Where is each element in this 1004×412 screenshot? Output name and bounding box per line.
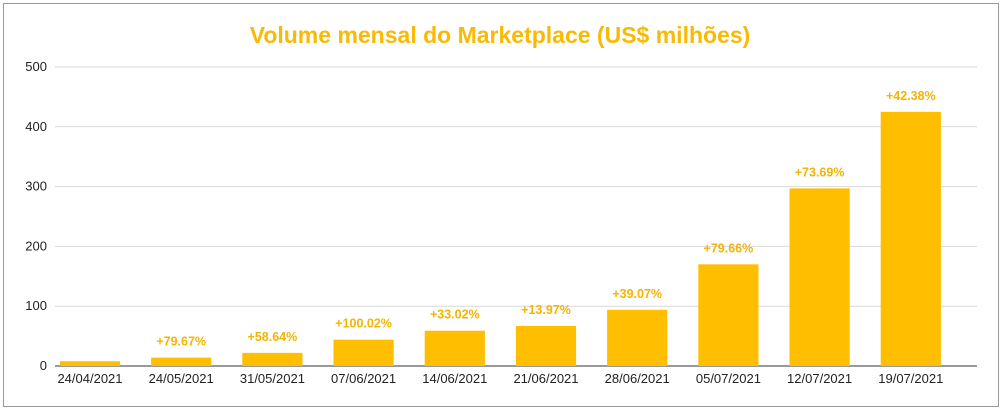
bar [333,339,394,366]
bar [424,330,485,366]
y-axis-ticks: 0 100 200 300 400 500 [25,59,47,373]
data-label: +42.38% [886,89,936,103]
bar [242,352,303,366]
bar [789,188,850,366]
bar [607,309,668,366]
data-label: +39.07% [612,287,662,301]
bars [59,111,941,366]
x-tick-label: 07/06/2021 [331,371,396,386]
data-label: +13.97% [521,303,571,317]
y-tick-label: 500 [25,59,47,74]
data-label: +33.02% [430,308,480,322]
bar [59,361,121,366]
x-tick-label: 19/07/2021 [878,371,943,386]
bar [515,325,577,366]
x-axis-ticks: 24/04/2021 24/05/2021 31/05/2021 07/06/2021… [57,371,943,386]
chart-title: Volume mensal do Marketplace (US$ milhõe… [250,22,751,48]
bar [880,111,941,366]
x-tick-label: 24/04/2021 [57,371,122,386]
y-tick-label: 100 [25,298,47,313]
x-tick-label: 05/07/2021 [696,371,761,386]
y-tick-label: 0 [40,358,47,373]
bar [151,357,212,366]
bar [698,264,759,366]
x-tick-label: 28/06/2021 [605,371,670,386]
data-label: +79.66% [704,241,754,255]
bar-chart: Volume mensal do Marketplace (US$ milhõe… [25,22,977,386]
x-tick-label: 14/06/2021 [422,371,487,386]
x-tick-label: 31/05/2021 [240,371,305,386]
data-label: +73.69% [795,165,845,179]
x-tick-label: 24/05/2021 [149,371,214,386]
data-label: +79.67% [156,335,206,349]
x-tick-label: 12/07/2021 [787,371,852,386]
x-tick-label: 21/06/2021 [513,371,578,386]
chart-frame: Volume mensal do Marketplace (US$ milhõe… [3,3,999,407]
y-tick-label: 200 [25,238,47,253]
data-labels: +79.67% +58.64% +100.02% +33.02% +13.97% +39.… [156,89,935,349]
y-tick-label: 300 [25,179,47,194]
data-label: +100.02% [335,317,392,331]
y-tick-label: 400 [25,119,47,134]
data-label: +58.64% [248,330,298,344]
